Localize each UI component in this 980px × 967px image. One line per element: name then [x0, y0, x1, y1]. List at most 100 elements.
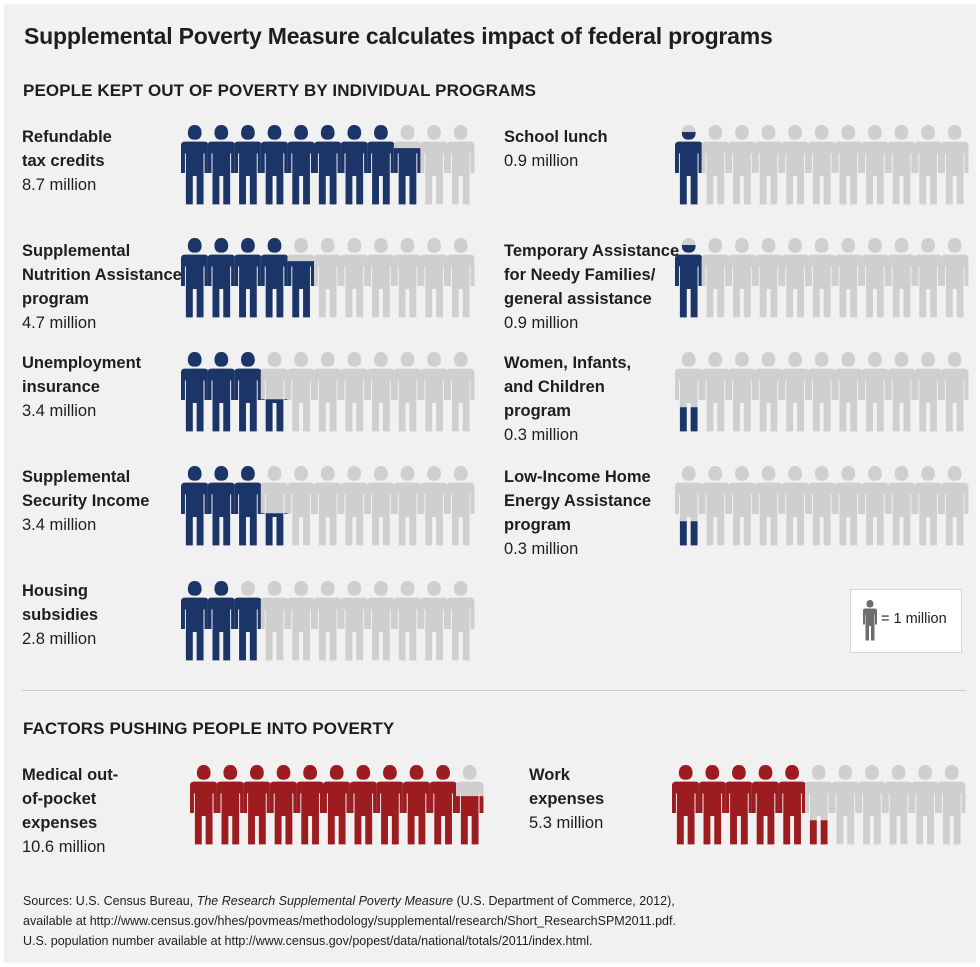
- person-icon: [216, 764, 245, 845]
- label-line: program: [22, 290, 89, 308]
- person-icon: [701, 124, 730, 205]
- program-label: Supplemental Security Income 3.4 million: [22, 465, 149, 537]
- person-icon: [260, 351, 289, 432]
- person-icon: [728, 465, 756, 546]
- person-icon: [831, 764, 860, 845]
- divider: [22, 690, 966, 691]
- person-icon: [728, 351, 756, 432]
- person-icon: [287, 465, 315, 546]
- label-line: program: [504, 516, 571, 534]
- person-icon: [243, 764, 271, 845]
- program-value: 0.9 million: [504, 152, 579, 170]
- program-value: 2.8 million: [22, 630, 97, 648]
- person-icon: [728, 237, 756, 318]
- person-icon: [260, 237, 289, 318]
- person-icon: [941, 351, 969, 432]
- infographic: Supplemental Poverty Measure calculates …: [4, 4, 976, 963]
- person-icon: [207, 351, 236, 432]
- label-line: expenses: [529, 790, 605, 808]
- person-icon: [287, 237, 315, 318]
- label-line: Medical out-: [22, 766, 119, 784]
- person-icon: [429, 764, 457, 845]
- pictograph-row: [675, 237, 969, 318]
- label-line: Unemployment: [22, 354, 142, 372]
- section-heading-pushing: FACTORS PUSHING PEOPLE INTO POVERTY: [23, 719, 395, 738]
- program-label: Supplemental Nutrition Assistance progra…: [22, 239, 182, 335]
- pictograph-row: [675, 124, 969, 205]
- program-value: 3.4 million: [22, 402, 97, 420]
- person-icon: [393, 465, 422, 546]
- label-line: and Children: [504, 378, 605, 396]
- person-icon: [287, 580, 315, 661]
- pictograph-row: [675, 351, 969, 432]
- program-value: 0.3 million: [504, 540, 579, 558]
- label-line: Supplemental: [22, 468, 131, 486]
- person-icon: [181, 124, 209, 205]
- person-icon: [672, 764, 700, 845]
- person-icon: [367, 465, 395, 546]
- person-icon: [340, 237, 369, 318]
- person-icon: [701, 465, 730, 546]
- program-label: Women, Infants, and Children program 0.3…: [504, 351, 631, 447]
- pictograph-row: [181, 124, 475, 205]
- person-icon: [287, 124, 315, 205]
- person-icon: [420, 351, 448, 432]
- label-line: Temporary Assistance: [504, 242, 680, 260]
- sources-prefix: Sources: U.S. Census Bureau,: [23, 894, 197, 908]
- label-line: expenses: [22, 814, 98, 832]
- person-icon: [181, 580, 209, 661]
- person-icon: [367, 351, 395, 432]
- person-icon: [181, 465, 209, 546]
- person-icon: [234, 351, 262, 432]
- pictograph-row: [181, 351, 475, 432]
- person-icon: [456, 764, 484, 845]
- pictograph-row: [190, 764, 484, 845]
- factor-value: 10.6 million: [22, 838, 106, 856]
- person-icon: [349, 764, 378, 845]
- person-icon: [781, 465, 809, 546]
- label-line: Low-Income Home: [504, 468, 651, 486]
- program-label: Housing subsidies 2.8 million: [22, 579, 98, 651]
- person-icon: [234, 465, 262, 546]
- factor-value: 5.3 million: [529, 814, 604, 832]
- page-title: Supplemental Poverty Measure calculates …: [24, 23, 773, 49]
- person-icon: [941, 237, 969, 318]
- pictograph-row: [181, 580, 475, 661]
- program-value: 3.4 million: [22, 516, 97, 534]
- person-icon: [887, 465, 916, 546]
- person-icon: [393, 124, 422, 205]
- person-icon: [420, 465, 448, 546]
- person-icon: [447, 580, 475, 661]
- person-icon: [701, 237, 730, 318]
- person-icon: [941, 465, 969, 546]
- person-icon: [367, 124, 395, 205]
- person-icon: [701, 351, 730, 432]
- person-icon: [808, 351, 836, 432]
- label-line: Security Income: [22, 492, 150, 510]
- person-icon: [887, 351, 916, 432]
- person-icon: [911, 764, 939, 845]
- person-icon: [190, 764, 218, 845]
- program-value: 0.3 million: [504, 426, 579, 444]
- person-icon: [314, 351, 342, 432]
- person-icon: [447, 465, 475, 546]
- person-icon: [340, 351, 369, 432]
- program-label: School lunch 0.9 million: [504, 125, 608, 173]
- sources-line: available at http://www.census.gov/hhes/…: [23, 914, 676, 928]
- person-icon: [447, 124, 475, 205]
- person-icon: [323, 764, 351, 845]
- person-icon: [207, 465, 236, 546]
- person-icon: [778, 764, 806, 845]
- program-value: 8.7 million: [22, 176, 97, 194]
- person-icon: [863, 600, 877, 641]
- person-icon: [234, 237, 262, 318]
- person-icon: [447, 351, 475, 432]
- person-icon: [234, 580, 262, 661]
- sources-line: U.S. population number available at http…: [23, 934, 593, 948]
- program-label: Unemployment insurance 3.4 million: [22, 351, 141, 423]
- person-icon: [181, 351, 209, 432]
- pictograph-row: [672, 764, 966, 845]
- person-icon: [420, 580, 448, 661]
- person-icon: [367, 580, 395, 661]
- person-icon: [420, 124, 448, 205]
